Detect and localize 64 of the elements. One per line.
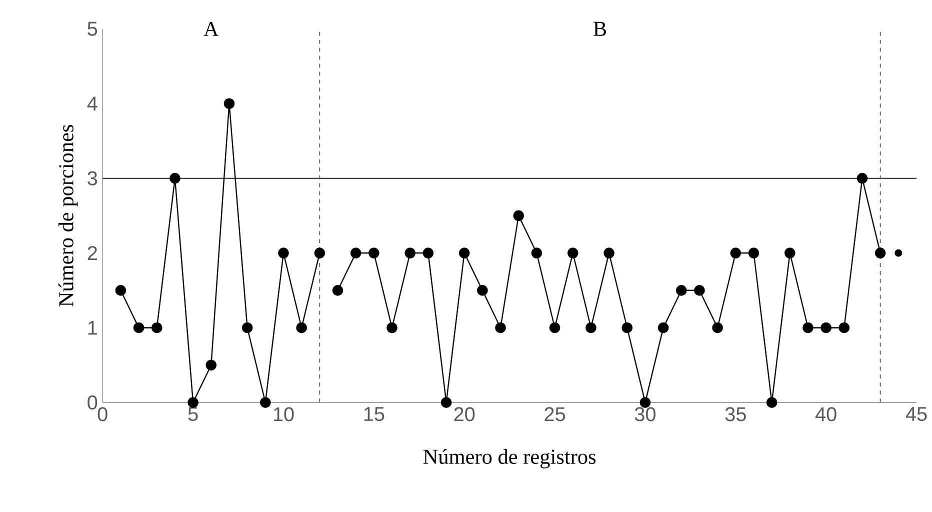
point [404, 248, 416, 258]
point [748, 248, 760, 258]
x-tick-label: 35 [725, 407, 746, 422]
point [586, 322, 596, 334]
point [856, 172, 868, 184]
point [766, 397, 778, 408]
point [622, 322, 632, 334]
point [332, 284, 344, 296]
x-tick-label: 30 [634, 407, 656, 422]
point [314, 248, 326, 258]
point [242, 322, 253, 334]
point [133, 322, 144, 334]
x-tick-label: 25 [544, 407, 566, 422]
point [151, 322, 162, 334]
point [224, 98, 235, 109]
y-tick-label: 5 [88, 22, 98, 36]
point [477, 284, 488, 296]
point [894, 249, 902, 257]
y-tick-label: 4 [87, 96, 98, 110]
point [712, 322, 723, 334]
y-axis-title: Número de porciones [58, 124, 78, 307]
point [296, 322, 307, 334]
point [170, 172, 180, 184]
point [874, 248, 886, 258]
point [422, 248, 434, 258]
x-tick-label: 45 [906, 407, 927, 422]
point [658, 322, 669, 334]
x-tick-label: 40 [815, 407, 836, 422]
point [730, 248, 742, 258]
point [206, 360, 217, 370]
point [567, 248, 578, 258]
point [386, 322, 398, 334]
point [549, 322, 560, 334]
point [513, 210, 524, 222]
point [640, 397, 651, 408]
y-tick-label: 1 [88, 320, 97, 335]
point [604, 248, 614, 258]
point [368, 248, 380, 258]
point [531, 248, 542, 258]
point [820, 322, 832, 334]
point [495, 322, 506, 334]
point [676, 284, 687, 296]
annotation: A [204, 22, 219, 36]
y-tick-label: 3 [88, 171, 98, 186]
point [260, 397, 271, 408]
x-tick-label: 5 [188, 407, 198, 422]
annotation: B [594, 22, 606, 36]
point [115, 284, 126, 296]
point [838, 322, 850, 334]
x-tick-label: 15 [364, 407, 384, 422]
y-tick-label: 2 [88, 246, 97, 260]
point [458, 248, 470, 258]
y-tick-label: 0 [88, 395, 98, 410]
point [802, 322, 814, 334]
point [694, 284, 705, 296]
point [440, 397, 452, 408]
x-tick-label: 10 [274, 407, 294, 422]
x-tick-label: 0 [98, 407, 108, 422]
x-tick-label: 20 [454, 407, 475, 422]
point [278, 248, 289, 258]
point [188, 397, 198, 408]
point [350, 248, 362, 258]
x-axis-title: Número de registros [423, 448, 596, 468]
point [784, 248, 796, 258]
